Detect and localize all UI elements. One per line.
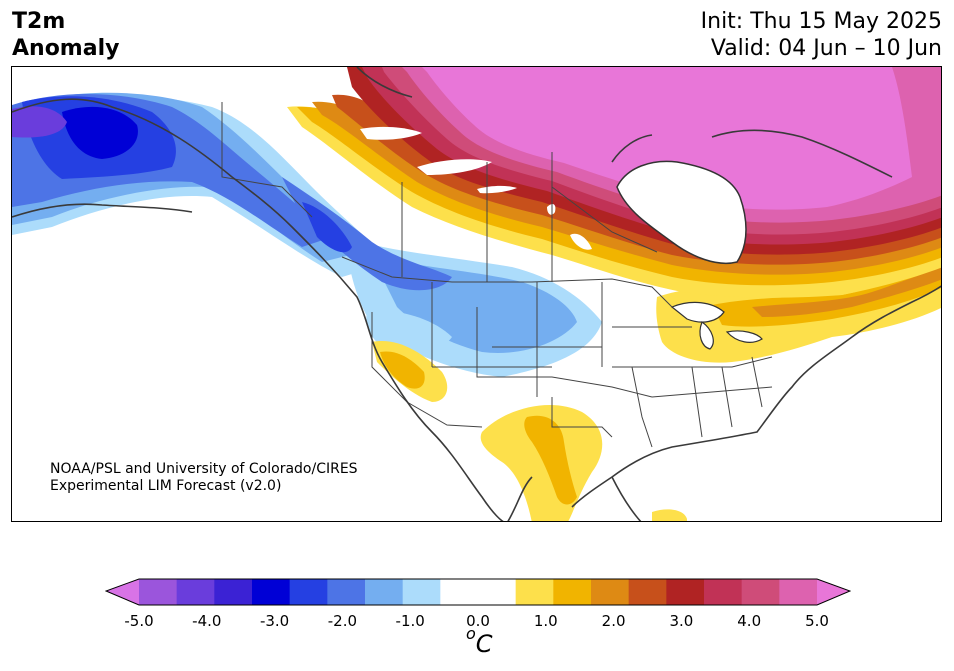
alaska-purple — [12, 106, 67, 138]
colorbar-extend-high — [817, 579, 850, 605]
colorbar-tick-label: -1.0 — [395, 612, 425, 630]
credit-line-2: Experimental LIM Forecast (v2.0) — [50, 478, 282, 494]
init-date: Init: Thu 15 May 2025 — [700, 9, 942, 34]
colorbar-segment — [628, 579, 667, 605]
colorbar-segment — [779, 579, 818, 605]
colorbar-segment — [666, 579, 705, 605]
colorbar-segment — [252, 579, 291, 605]
colorbar-tick-label: -3.0 — [259, 612, 290, 630]
sw-orange — [380, 351, 425, 389]
colorbar-segment — [139, 579, 178, 605]
colorbar-segment — [741, 579, 780, 605]
lake-winnipeg — [547, 204, 592, 250]
hudson-bay — [616, 160, 747, 264]
cuba-yellow — [652, 509, 687, 521]
colorbar-tick-label: -2.0 — [327, 612, 358, 630]
title-line-1: T2m — [12, 9, 66, 34]
colorbar-segment — [402, 579, 441, 605]
colorbar-unit: oC — [466, 624, 493, 658]
colorbar-tick-label: 1.0 — [533, 612, 558, 630]
tx-orange — [524, 415, 577, 505]
colorbar-segment — [704, 579, 743, 605]
colorbar-segment — [289, 579, 328, 605]
unit-degree: o — [466, 624, 476, 643]
valid-date: Valid: 04 Jun – 10 Jun — [710, 36, 942, 61]
colorbar-segment — [553, 579, 592, 605]
alaska-deepest-blue — [62, 106, 138, 159]
bc-mid-blue — [282, 177, 452, 291]
colorbar-extend-low — [106, 579, 139, 605]
coastlines — [12, 67, 941, 521]
colorbar-segment — [515, 579, 554, 605]
map-title: T2m Anomaly — [12, 8, 119, 62]
colorbar-segment — [591, 579, 630, 605]
forecast-dates: Init: Thu 15 May 2025 Valid: 04 Jun – 10… — [701, 8, 942, 62]
colorbar-segment — [214, 579, 253, 605]
great-bear-lake — [360, 126, 422, 140]
colorbar-segment — [478, 579, 517, 605]
bc-dark-blue — [302, 202, 352, 253]
colorbar-tick-label: 5.0 — [805, 612, 829, 630]
credit-line-1: NOAA/PSL and University of Colorado/CIRE… — [50, 461, 358, 477]
colorbar-segments — [106, 579, 850, 605]
title-line-2: Anomaly — [12, 36, 120, 61]
map-canvas — [12, 67, 941, 521]
colorbar-segment — [176, 579, 215, 605]
colorbar-outline — [105, 578, 851, 606]
anomaly-map: NOAA/PSL and University of Colorado/CIRE… — [11, 66, 942, 522]
colorbar-tick-label: 2.0 — [601, 612, 626, 630]
colorbar-segment — [365, 579, 404, 605]
gl-dark-orange — [752, 267, 941, 317]
colorbar-tick-label: -5.0 — [124, 612, 154, 630]
unit-celsius: C — [475, 630, 493, 658]
colorbar-tick-label: -4.0 — [192, 612, 222, 630]
canada-magenta — [422, 67, 912, 210]
great-lakes — [670, 301, 763, 350]
colorbar-tick-label: 0.0 — [466, 612, 490, 630]
credit-text: NOAA/PSL and University of Colorado/CIRE… — [50, 461, 358, 495]
colorbar-tick-label: 3.0 — [669, 612, 694, 630]
colorbar — [105, 578, 851, 606]
colorbar-segment — [440, 579, 479, 605]
colorbar-segment — [327, 579, 366, 605]
political-borders — [221, 102, 773, 448]
great-slave-lake — [417, 159, 492, 175]
colorbar-tick-label: 4.0 — [737, 612, 762, 630]
